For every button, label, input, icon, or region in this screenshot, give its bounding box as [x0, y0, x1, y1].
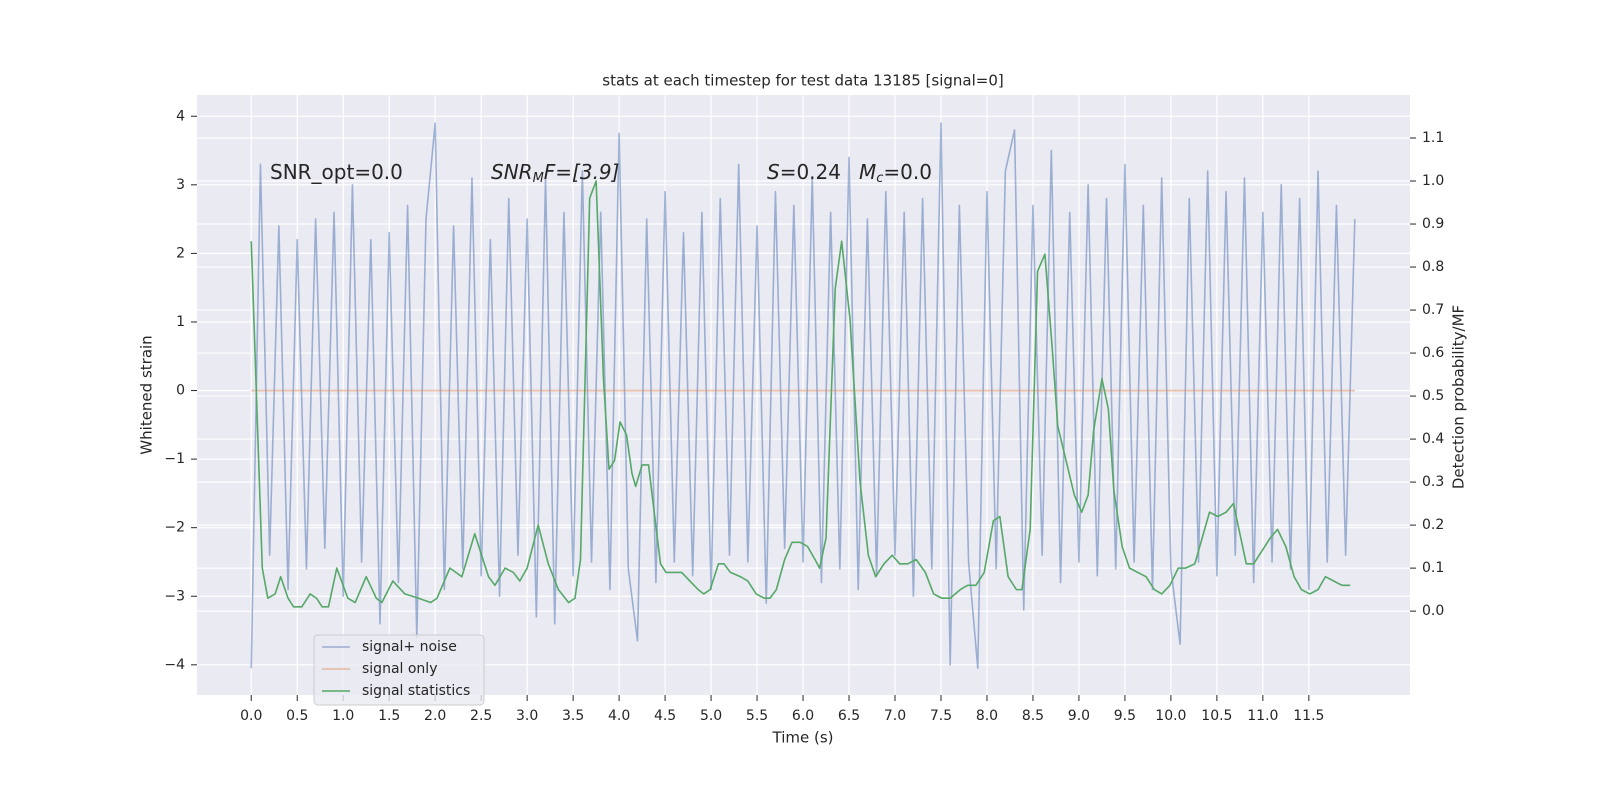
- annotation: Mc=0.0: [859, 160, 932, 186]
- annotation-part: M: [533, 171, 544, 186]
- y2-tick-label: 1.0: [1422, 173, 1444, 189]
- x-tick-label: 6.0: [792, 708, 814, 724]
- y-tick-label: 0: [176, 383, 185, 399]
- x-tick-label: 3.0: [516, 708, 538, 724]
- x-tick-label: 6.5: [838, 708, 860, 724]
- x-tick-label: 9.0: [1068, 708, 1090, 724]
- series-line: [250, 122, 1356, 670]
- x-tick-label: 8.5: [1022, 708, 1044, 724]
- y-tick-label: −4: [164, 657, 185, 673]
- marks: [250, 122, 1356, 670]
- legend-label: signal only: [362, 661, 437, 677]
- y-tick-label: −1: [164, 451, 185, 467]
- y2-tick-label: 0.0: [1422, 603, 1444, 619]
- y-tick-label: −3: [164, 588, 185, 604]
- annotation-part: SNR: [491, 160, 533, 184]
- y2-tick-label: 1.1: [1422, 130, 1444, 146]
- x-tick-label: 10.0: [1155, 708, 1186, 724]
- legend-label: signal+ noise: [362, 639, 457, 655]
- annotation-part: SNR_opt=0.0: [270, 160, 403, 184]
- x-axis-label: Time (s): [772, 729, 834, 747]
- y2-tick-label: 0.6: [1422, 345, 1444, 361]
- axes: 0.0 0.5 1.0 1.5 2.0 2.5 3.0 3.5 4.0 4.5 5.0 5.5 6.0 6…: [164, 108, 1444, 724]
- x-tick-label: 1.0: [332, 708, 354, 724]
- y-tick-label: 2: [176, 245, 185, 261]
- x-tick-label: 2.5: [470, 708, 492, 724]
- annotation: SNRMF=[3.9]: [491, 160, 619, 186]
- x-tick-label: 2.0: [424, 708, 446, 724]
- y2-tick-label: 0.7: [1422, 302, 1444, 318]
- x-tick-label: 8.0: [976, 708, 998, 724]
- legend-box: [313, 634, 485, 706]
- x-tick-label: 10.5: [1201, 708, 1232, 724]
- x-tick-label: 7.0: [884, 708, 906, 724]
- x-tick-label: 5.0: [700, 708, 722, 724]
- y2-axis-label: Detection probability/MF: [1450, 305, 1468, 489]
- x-tick-label: 7.5: [930, 708, 952, 724]
- annotation: SNR_opt=0.0: [270, 160, 403, 184]
- x-tick-label: 11.0: [1247, 708, 1278, 724]
- legend: signal+ noise signal only signal statistic…: [313, 634, 485, 706]
- x-tick-label: 1.5: [378, 708, 400, 724]
- x-tick-label: 5.5: [746, 708, 768, 724]
- series-line: [250, 180, 1351, 608]
- annotation-part: S: [767, 160, 780, 184]
- x-tick-label: 4.0: [608, 708, 630, 724]
- x-tick-label: 3.5: [562, 708, 584, 724]
- annotation: S=0.24: [767, 160, 841, 184]
- y2-tick-label: 0.3: [1422, 474, 1444, 490]
- y2-tick-label: 0.8: [1422, 259, 1444, 275]
- x-tick-label: 11.5: [1293, 708, 1324, 724]
- annotation-part: =0.24: [780, 160, 841, 184]
- annotation-part: c: [876, 171, 883, 186]
- y2-tick-label: 0.5: [1422, 388, 1444, 404]
- y2-tick-label: 0.2: [1422, 517, 1444, 533]
- annotation-part: F=[3.9]: [544, 160, 620, 184]
- y-axis-label: Whitened strain: [138, 335, 156, 454]
- x-tick-label: 0.5: [286, 708, 308, 724]
- annotation-part: M: [859, 160, 876, 184]
- y-tick-label: 4: [176, 108, 185, 124]
- annotation-part: =0.0: [883, 160, 932, 184]
- x-tick-label: 4.5: [654, 708, 676, 724]
- chart-title: stats at each timestep for test data 131…: [602, 72, 1003, 90]
- y-tick-label: −2: [164, 520, 185, 536]
- y-tick-label: 1: [176, 314, 185, 330]
- x-tick-label: 0.0: [240, 708, 262, 724]
- legend-label: signal statistics: [362, 683, 470, 699]
- y2-tick-label: 0.1: [1422, 560, 1444, 576]
- y2-tick-label: 0.4: [1422, 431, 1444, 447]
- y-tick-label: 3: [176, 177, 185, 193]
- x-tick-label: 9.5: [1114, 708, 1136, 724]
- y2-tick-label: 0.9: [1422, 216, 1444, 232]
